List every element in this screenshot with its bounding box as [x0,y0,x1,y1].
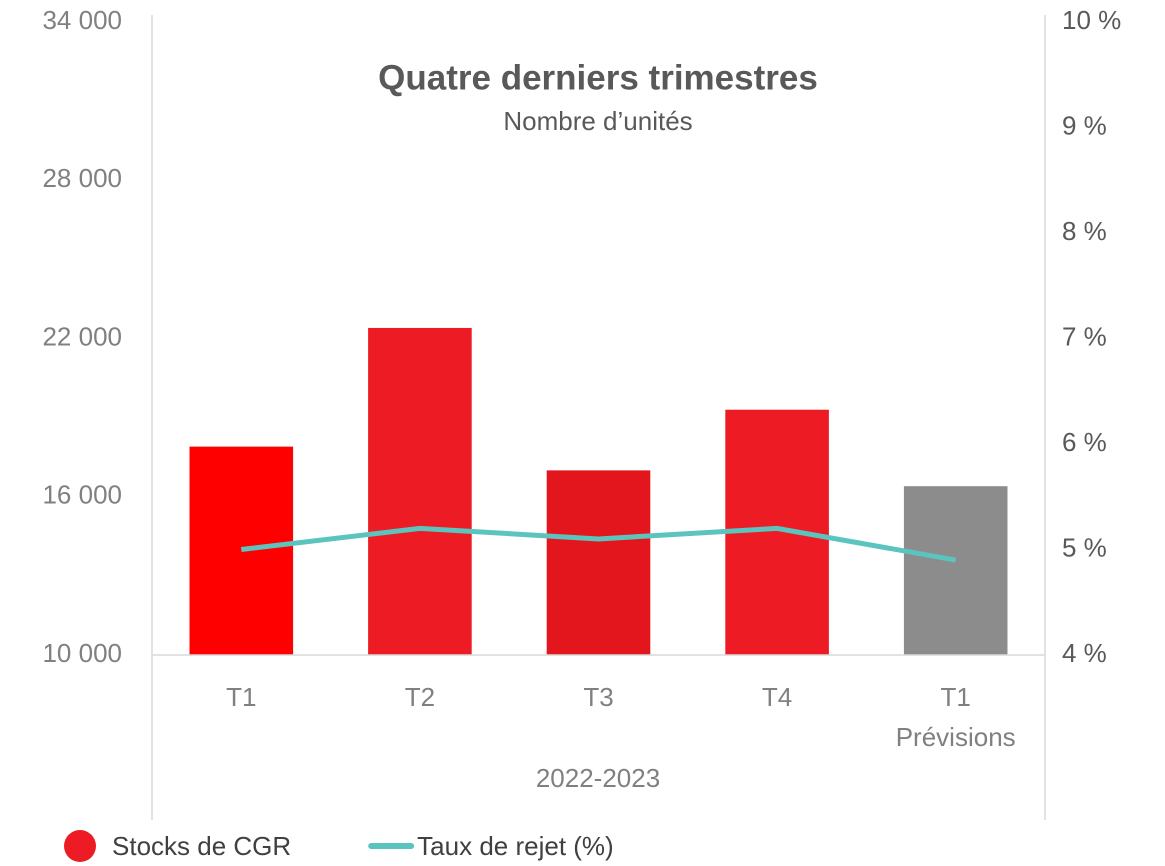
x-tick-label: T3 [583,682,613,712]
legend-swatch [64,830,96,862]
x-tick-label: T2 [405,682,435,712]
y-tick-label: 10 000 [42,638,122,668]
bar [368,327,472,655]
bar [189,446,294,655]
y-tick-label: 34 000 [42,5,122,35]
y2-tick-label: 8 % [1062,216,1107,246]
y2-tick-label: 9 % [1062,110,1107,140]
line [241,525,957,563]
y2-tick-label: 5 % [1062,532,1107,562]
bar [546,470,651,655]
x-tick-label: Prévisions [896,722,1016,752]
x-tick-label: T1 [941,682,971,712]
chart-subtitle: Nombre d’unités [503,106,692,136]
x-axis-title: 2022-2023 [536,763,660,793]
y2-tick-label: 10 % [1062,5,1121,35]
y-tick-label: 16 000 [42,480,122,510]
y2-tick-label: 4 % [1062,638,1107,668]
y2-tick-label: 7 % [1062,321,1107,351]
chart-title: Quatre derniers trimestres [378,58,818,97]
legend-label: Taux de rejet (%) [417,831,614,861]
bar [903,486,1008,655]
y-tick-label: 28 000 [42,163,122,193]
x-tick-label: T1 [226,682,256,712]
x-tick-label: T4 [762,682,792,712]
y2-tick-label: 6 % [1062,427,1107,457]
y-tick-label: 22 000 [42,321,122,351]
legend-label: Stocks de CGR [112,831,291,861]
